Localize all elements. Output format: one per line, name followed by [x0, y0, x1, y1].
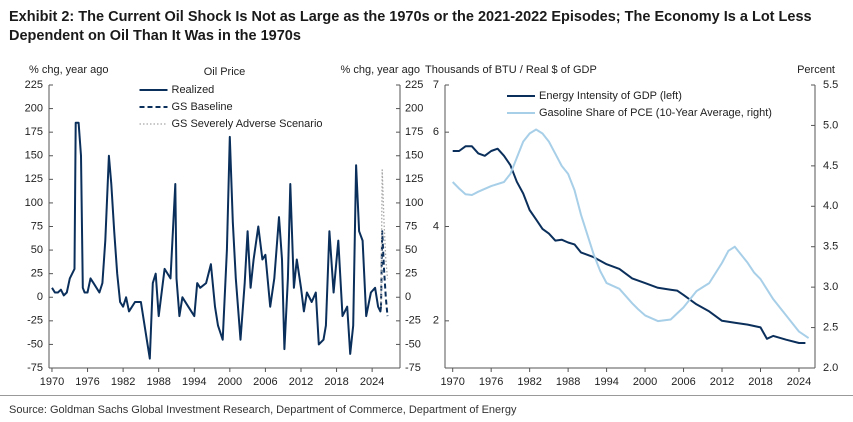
x-tick-label: 2018 [324, 376, 348, 388]
y2-tick-label: 25 [405, 268, 417, 280]
legend-label: GS Baseline [172, 101, 233, 113]
y-axis-label: % chg, year ago [29, 64, 109, 76]
y2-tick-label: 4.0 [823, 200, 838, 212]
y-axis-label: Thousands of BTU / Real $ of GDP [425, 64, 597, 76]
y2-tick-label: 5.0 [823, 119, 838, 131]
y-tick-label: 2 [433, 315, 439, 327]
y-tick-label: 75 [31, 220, 43, 232]
x-tick-label: 1976 [479, 376, 503, 388]
y2-tick-label: 3.5 [823, 241, 838, 253]
x-tick-label: 2000 [218, 376, 242, 388]
series-line [451, 128, 810, 339]
y2-tick-label: 175 [405, 126, 423, 138]
y-tick-label: 150 [25, 150, 43, 162]
x-tick-label: 2000 [633, 376, 657, 388]
legend-label: Energy Intensity of GDP (left) [539, 90, 682, 102]
series-line [452, 145, 806, 344]
y2-tick-label: 0 [405, 291, 411, 303]
y2-tick-label: -25 [405, 315, 421, 327]
x-tick-label: 2018 [748, 376, 772, 388]
y2-tick-label: 5.5 [823, 79, 838, 91]
y-tick-label: -75 [27, 362, 43, 374]
legend-label: Realized [172, 84, 215, 96]
rule [0, 395, 853, 396]
x-tick-label: 1970 [440, 376, 464, 388]
y2-tick-label: 225 [405, 79, 423, 91]
x-tick-label: 1988 [556, 376, 580, 388]
x-tick-label: 2012 [289, 376, 313, 388]
legend-label: GS Severely Adverse Scenario [172, 118, 323, 130]
x-tick-label: 1982 [517, 376, 541, 388]
y-tick-label: 200 [25, 102, 43, 114]
y2-tick-label: 2.5 [823, 321, 838, 333]
series-line [380, 230, 389, 317]
y2-tick-label: 2.0 [823, 362, 838, 374]
y-tick-label: 225 [25, 79, 43, 91]
y-tick-label: -25 [27, 315, 43, 327]
y2-tick-label: 50 [405, 244, 417, 256]
y2-tick-label: 200 [405, 102, 423, 114]
panel-title: Oil Price [204, 66, 246, 78]
x-tick-label: 2012 [710, 376, 734, 388]
x-tick-label: 2006 [671, 376, 695, 388]
x-tick-label: 2006 [253, 376, 277, 388]
y2-tick-label: 4.5 [823, 160, 838, 172]
y-tick-label: 50 [31, 244, 43, 256]
y2-axis-label: Percent [797, 64, 835, 76]
y-tick-label: 175 [25, 126, 43, 138]
y-tick-label: 100 [25, 197, 43, 209]
series-line [51, 121, 382, 360]
title: Exhibit 2: The Current Oil Shock Is Not … [9, 9, 812, 44]
x-tick-label: 1988 [146, 376, 170, 388]
x-tick-label: 1970 [40, 376, 64, 388]
y-tick-label: 4 [433, 220, 439, 232]
x-tick-label: 1982 [111, 376, 135, 388]
y2-tick-label: 100 [405, 197, 423, 209]
y-tick-label: 125 [25, 173, 43, 185]
x-tick-label: 1994 [594, 376, 618, 388]
y-tick-label: 0 [37, 291, 43, 303]
y2-tick-label: -75 [405, 362, 421, 374]
y2-tick-label: 125 [405, 173, 423, 185]
y2-tick-label: -50 [405, 338, 421, 350]
x-tick-label: 1994 [182, 376, 206, 388]
y2-tick-label: 150 [405, 150, 423, 162]
y-tick-label: 25 [31, 268, 43, 280]
series-line [380, 169, 389, 307]
x-tick-label: 2024 [787, 376, 811, 388]
x-tick-label: 2024 [360, 376, 384, 388]
x-tick-label: 1976 [75, 376, 99, 388]
y-tick-label: -50 [27, 338, 43, 350]
y2-tick-label: 75 [405, 220, 417, 232]
y-tick-label: 6 [433, 126, 439, 138]
source: Source: Goldman Sachs Global Investment … [9, 404, 517, 416]
y-tick-label: 7 [433, 79, 439, 91]
chart: 1970 1976 1982 1988 1994 2000 2006 2012 2018 2024… [25, 64, 839, 388]
legend-label: Gasoline Share of PCE (10-Year Average, … [539, 107, 772, 119]
y2-tick-label: 3.0 [823, 281, 838, 293]
y2-axis-label: % chg, year ago [341, 64, 421, 76]
